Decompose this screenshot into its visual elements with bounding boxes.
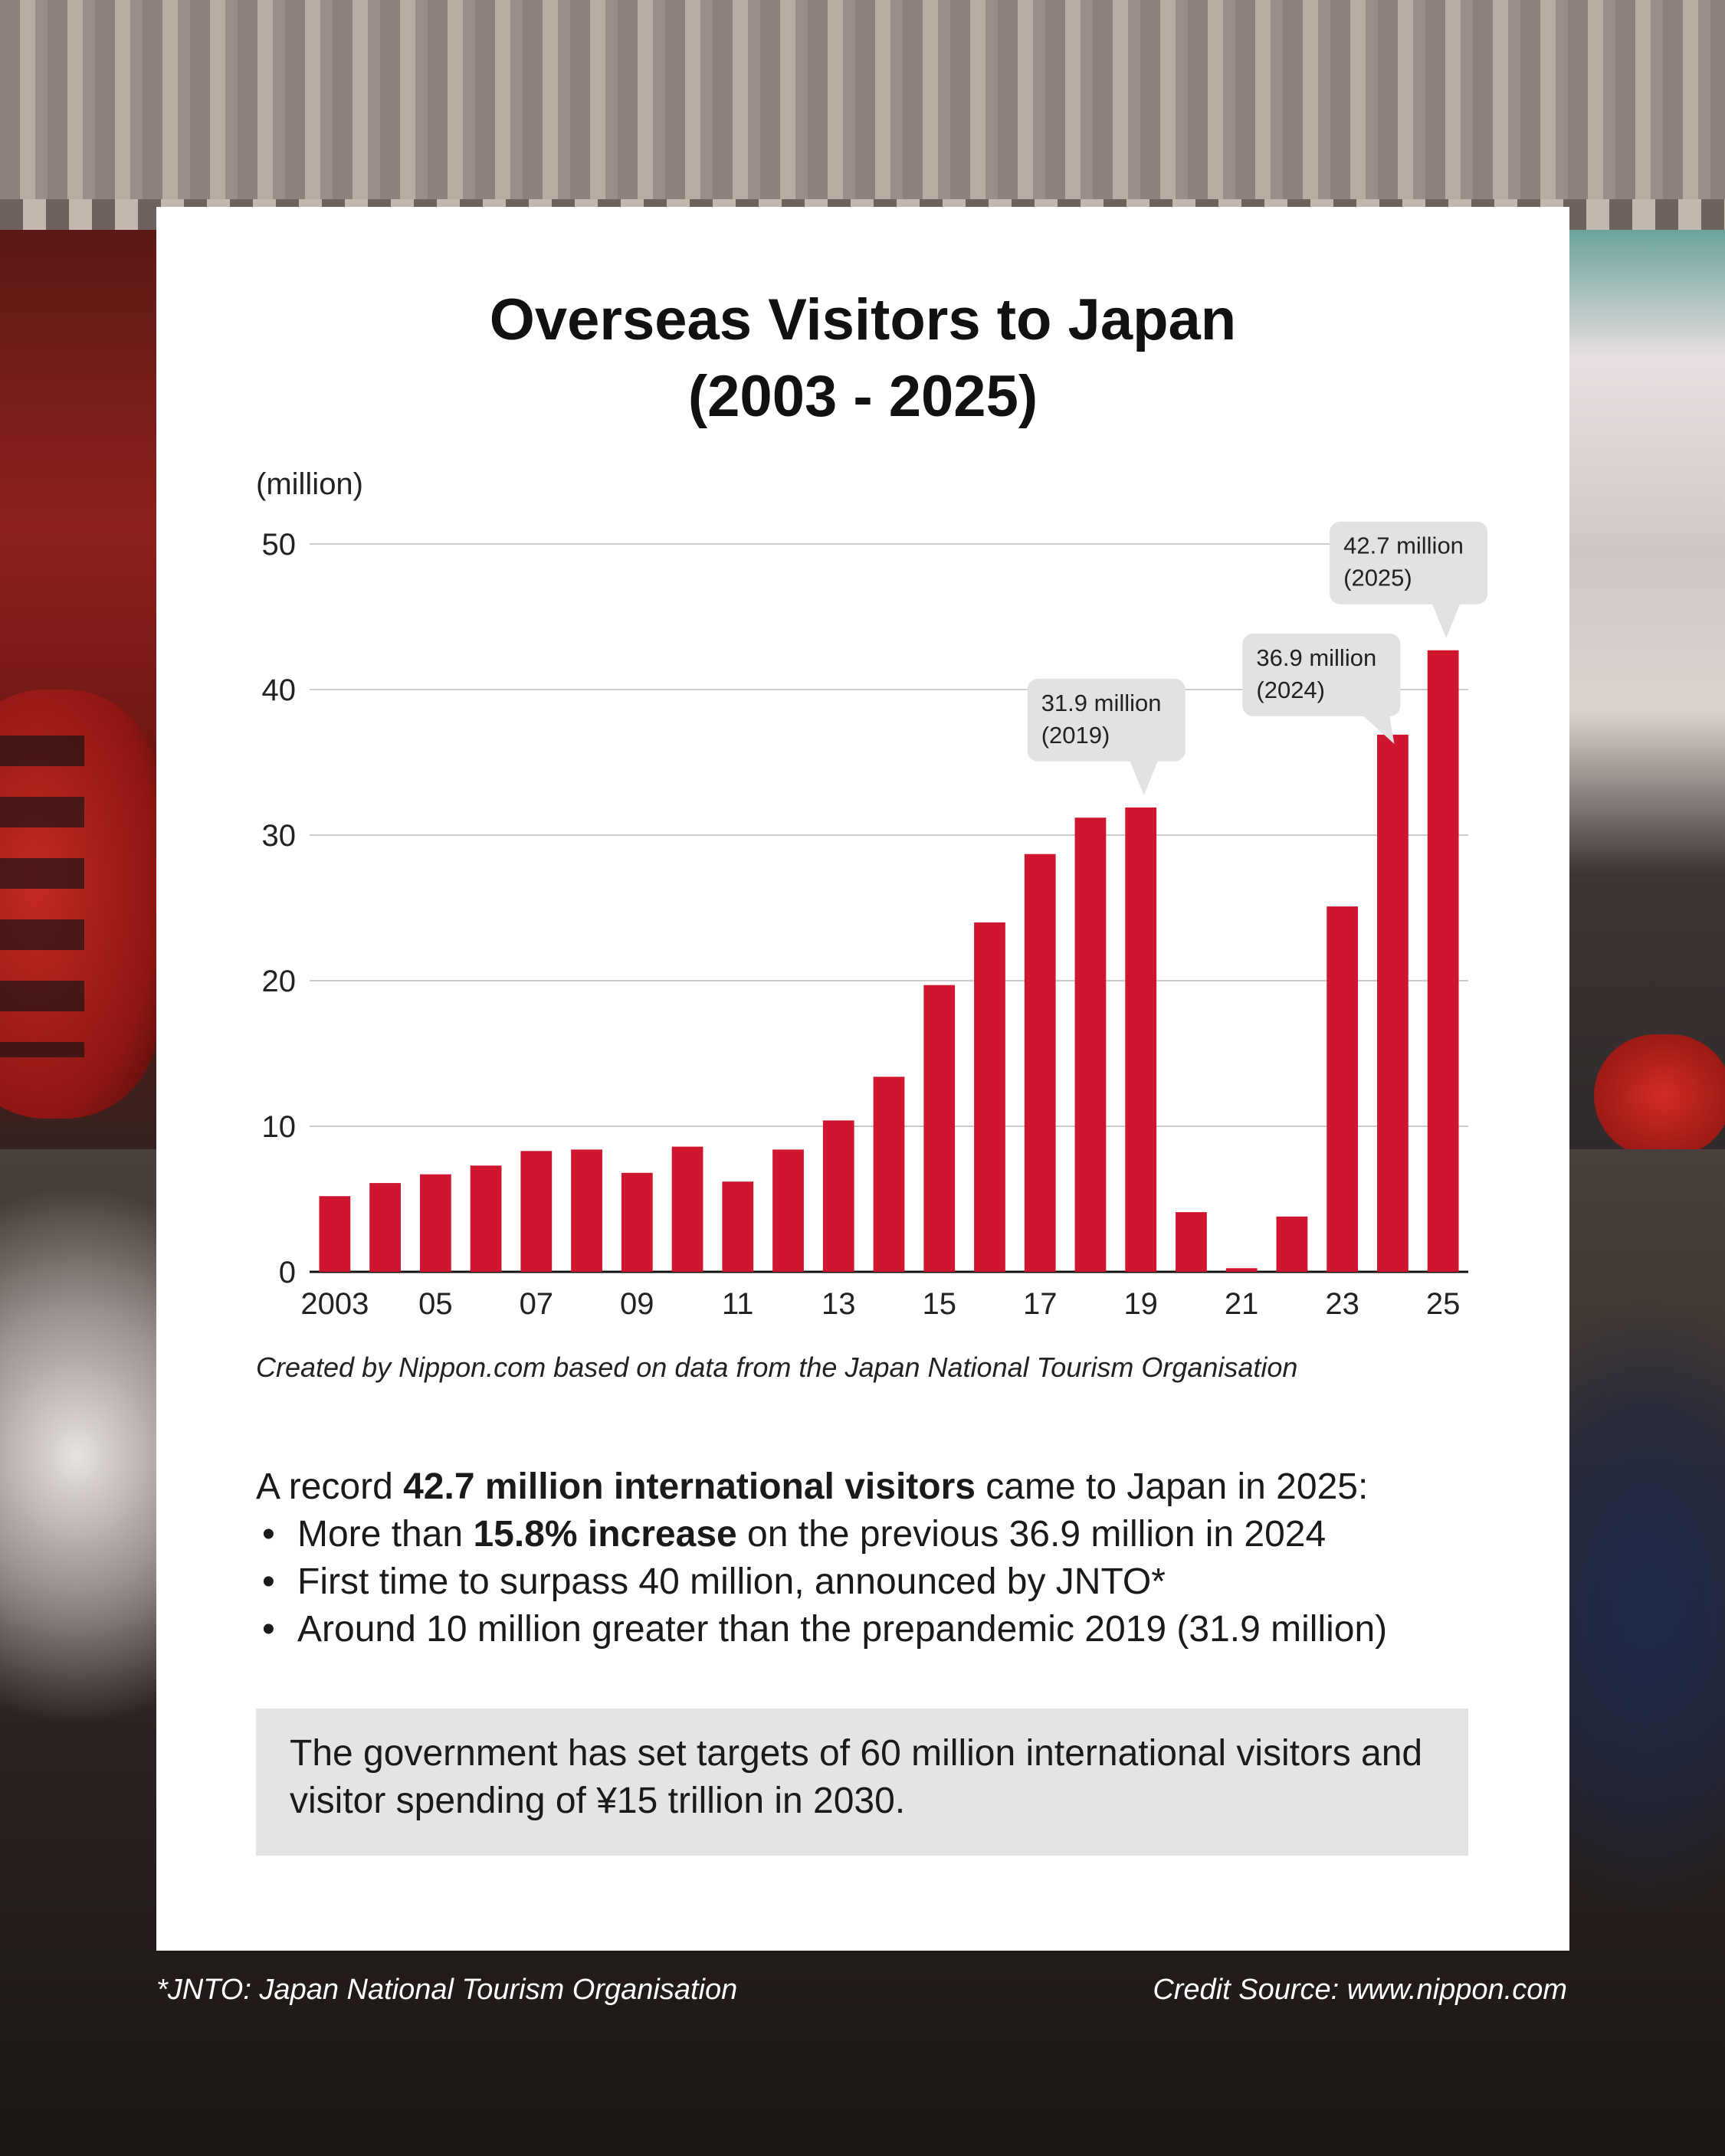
bar-2022: [1276, 1216, 1308, 1272]
y-tick-0: 0: [279, 1256, 296, 1289]
y-tick-40: 40: [262, 673, 297, 707]
callout-pointer: [1130, 761, 1158, 795]
callouts: 31.9 million (2019) 36.9 million (2024) 42.7…: [1027, 521, 1488, 795]
credit-source: Credit Source: www.nippon.com: [1153, 1974, 1567, 2006]
callout-2019: 31.9 million (2019): [1027, 678, 1186, 795]
y-tick-labels: 0 10 20 30 40 50: [262, 528, 297, 1289]
x-tick-labels: 2003 05 07 09 11 13 15 17 19 21 23 25: [300, 1287, 1460, 1321]
chart-title-line2: (2003 - 2025): [687, 364, 1038, 429]
x-tick-2013: 13: [822, 1287, 856, 1321]
bar-2008: [571, 1149, 602, 1272]
source-note: Created by Nippon.com based on data from…: [256, 1352, 1298, 1383]
intro-bold: 42.7 million international visitors: [403, 1466, 976, 1507]
bar-2003: [319, 1196, 351, 1272]
bar-2023: [1327, 906, 1359, 1272]
bar-chart: (million) 0 10 20 30 40 50 2003 05 07 09 11 13 15 17…: [256, 467, 1488, 1321]
bar-2012: [772, 1149, 804, 1272]
bar-2009: [621, 1172, 653, 1272]
x-tick-2023: 23: [1325, 1287, 1359, 1321]
bullet-surpass: First time to surpass 40 million, announ…: [256, 1558, 1497, 1606]
callout-box: [1027, 678, 1186, 762]
x-tick-2007: 07: [520, 1287, 554, 1321]
callout-2024: 36.9 million (2024): [1242, 633, 1401, 744]
callout-pointer: [1432, 604, 1461, 638]
chart-title-line1: Overseas Visitors to Japan: [489, 287, 1237, 352]
callout-value: 42.7 million: [1343, 532, 1464, 559]
intro-pre: A record: [256, 1466, 404, 1507]
callout-2025: 42.7 million (2025): [1330, 521, 1488, 638]
bar-2004: [369, 1183, 401, 1272]
x-tick-2011: 11: [722, 1287, 754, 1321]
y-tick-50: 50: [262, 528, 297, 562]
y-tick-30: 30: [262, 819, 297, 853]
callout-pointer: [1363, 716, 1395, 744]
bar-2011: [722, 1181, 754, 1272]
bar-2015: [923, 985, 956, 1272]
callout-year: (2024): [1256, 677, 1325, 703]
x-tick-2015: 15: [922, 1287, 956, 1321]
target-box: The government has set targets of 60 mil…: [256, 1709, 1468, 1856]
bullet-prepandemic: Around 10 million greater than the prepa…: [256, 1606, 1497, 1653]
x-tick-2019: 19: [1123, 1287, 1158, 1321]
bar-2013: [822, 1120, 854, 1272]
bar-2016: [974, 922, 1005, 1272]
x-tick-2005: 05: [418, 1287, 453, 1321]
bar-2014: [873, 1076, 905, 1272]
bullet1-bold: 15.8% increase: [473, 1514, 737, 1555]
y-tick-10: 10: [262, 1110, 297, 1144]
red-lantern-left: [0, 690, 157, 1119]
bar-2025: [1427, 650, 1459, 1272]
callout-value: 36.9 million: [1256, 644, 1376, 671]
callout-value: 31.9 million: [1041, 690, 1162, 716]
intro-post: came to Japan in 2025:: [975, 1466, 1369, 1507]
x-tick-2017: 17: [1023, 1287, 1058, 1321]
bar-2020: [1176, 1212, 1207, 1272]
temple-roof: [0, 0, 1725, 230]
x-tick-2009: 09: [620, 1287, 654, 1321]
bars: [319, 650, 1459, 1272]
bullet1-pre: More than: [297, 1514, 474, 1555]
x-tick-2003: 2003: [300, 1287, 369, 1321]
infographic-card: Overseas Visitors to Japan (2003 - 2025)…: [156, 207, 1569, 1951]
bar-2007: [520, 1151, 553, 1272]
bar-2017: [1024, 854, 1056, 1272]
x-tick-2025: 25: [1426, 1287, 1461, 1321]
bar-2005: [419, 1174, 451, 1272]
red-lantern-right: [1594, 1034, 1725, 1157]
target-text: The government has set targets of 60 mil…: [290, 1733, 1423, 1821]
y-tick-20: 20: [262, 965, 297, 998]
bullet1-post: on the previous 36.9 million in 2024: [736, 1514, 1327, 1555]
bar-2018: [1074, 818, 1107, 1272]
bar-2019: [1125, 807, 1157, 1272]
bar-2021: [1225, 1268, 1258, 1272]
callout-year: (2025): [1343, 565, 1412, 591]
bar-2010: [671, 1146, 703, 1272]
bar-2006: [470, 1165, 502, 1272]
callout-box: [1330, 521, 1488, 605]
y-unit-label: (million): [256, 467, 363, 501]
summary-text: A record 42.7 million international visi…: [256, 1463, 1497, 1653]
x-tick-2021: 21: [1225, 1287, 1259, 1321]
summary-intro: A record 42.7 million international visi…: [256, 1463, 1497, 1511]
footnote: *JNTO: Japan National Tourism Organisati…: [156, 1974, 738, 2006]
callout-box: [1242, 633, 1401, 716]
summary-bullets: More than 15.8% increase on the previous…: [256, 1511, 1497, 1653]
bullet-increase: More than 15.8% increase on the previous…: [256, 1511, 1497, 1558]
bar-2024: [1377, 734, 1409, 1272]
callout-year: (2019): [1041, 722, 1110, 749]
